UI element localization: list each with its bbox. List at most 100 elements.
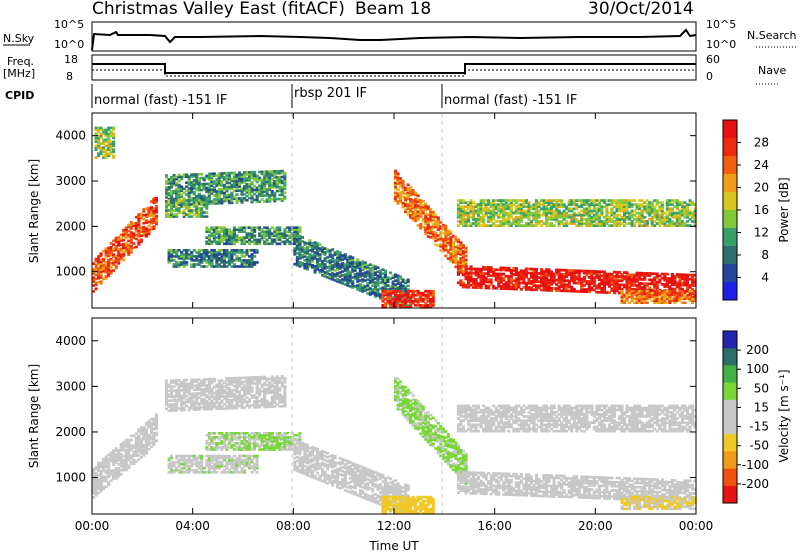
heatmap-cell: [661, 201, 664, 204]
nsky-tick-top: 10^5: [54, 18, 84, 31]
nsky-panel: N.Sky 10^5 10^0 10^5 10^0 N.Search: [3, 18, 797, 51]
heatmap-cell: [256, 261, 259, 264]
heatmap-cell: [376, 266, 379, 269]
heatmap-cell: [364, 261, 367, 264]
heatmap-cell: [465, 255, 468, 258]
heatmap-cell: [394, 170, 397, 173]
heatmap-cell: [155, 440, 158, 443]
heatmap-cell: [356, 258, 359, 261]
beam-label: Beam 18: [355, 0, 431, 19]
heatmap-cell: [643, 216, 646, 219]
heatmap-cell: [253, 171, 256, 174]
cpid-segment-label: normal (fast) -151 IF: [94, 93, 227, 108]
cpid-segment-label: rbsp 201 IF: [294, 86, 367, 101]
y-tick-label: 4000: [55, 129, 86, 143]
heatmap-cell: [351, 256, 354, 259]
heatmap-cell: [283, 192, 286, 195]
heatmap-cell: [424, 203, 427, 206]
heatmap-cell: [112, 148, 115, 151]
heatmap-cell: [407, 285, 410, 288]
heatmap-cell: [165, 380, 168, 383]
heatmap-cell: [319, 243, 322, 246]
y-tick-label: 1000: [55, 265, 86, 279]
heatmap-cell: [155, 197, 158, 200]
y-tick-label: 3000: [55, 174, 86, 188]
heatmap-cell: [465, 259, 468, 262]
heatmap-cell: [459, 241, 462, 244]
figure-title: Christmas Valley East (fitACF): [92, 0, 345, 19]
heatmap-cell: [417, 195, 420, 198]
heatmap-cell: [298, 226, 301, 229]
freq-tick-bottom: 8: [66, 70, 73, 83]
heatmap-cell: [419, 223, 422, 226]
heatmap-cell: [95, 288, 98, 291]
velocity-panel: 1000200030004000 00:00 04:00 08:00 12:00 16:…: [27, 318, 713, 553]
heatmap-cell: [515, 267, 518, 270]
heatmap-cell: [621, 290, 624, 293]
heatmap-cell: [434, 214, 437, 217]
heatmap-cell: [409, 186, 412, 189]
rti-figure: Christmas Valley East (fitACF) Beam 18 3…: [0, 0, 800, 554]
y-tick-label: 2000: [55, 219, 86, 233]
nave-tick-top: 60: [706, 53, 720, 66]
heatmap-cell: [185, 261, 188, 264]
heatmap-cell: [112, 127, 115, 130]
heatmap-cell: [205, 211, 208, 214]
heatmap-cell: [155, 215, 158, 218]
heatmap-cell: [457, 239, 460, 242]
heatmap-cell: [155, 432, 158, 435]
nave-tick-bottom: 0: [706, 70, 713, 83]
heatmap-cell: [432, 211, 435, 214]
heatmap-cell: [444, 225, 447, 228]
heatmap-cell: [351, 280, 354, 283]
heatmap-cell: [331, 248, 334, 251]
heatmap-cell: [132, 242, 135, 245]
heatmap-cell: [439, 221, 442, 224]
heatmap-cell: [185, 379, 188, 382]
heatmap-cell: [152, 225, 155, 228]
heatmap-cell: [553, 224, 556, 227]
date-label: 30/Oct/2014: [588, 0, 694, 19]
heatmap-cell: [235, 193, 238, 196]
heatmap-cell: [205, 199, 208, 202]
heatmap-cell: [412, 189, 415, 192]
heatmap-cell: [130, 439, 133, 442]
heatmap-cell: [399, 276, 402, 279]
heatmap-cell: [135, 246, 138, 249]
heatmap-cell: [278, 226, 281, 229]
cpid-label: CPID: [5, 89, 34, 102]
heatmap-cell: [465, 247, 468, 250]
heatmap-cell: [100, 280, 103, 283]
heatmap-cell: [205, 215, 208, 218]
freq-unit: [MHz]: [3, 67, 35, 80]
heatmap-cell: [200, 173, 203, 176]
freq-line: [92, 64, 696, 73]
heatmap-cell: [389, 272, 392, 275]
nsky-line: [92, 30, 696, 50]
heatmap-cell: [253, 255, 256, 258]
heatmap-cell: [301, 236, 304, 239]
heatmap-cell: [308, 239, 311, 242]
cpid-row: CPID normal (fast) -151 IF rbsp 201 IF n…: [5, 84, 577, 108]
heatmap-cell: [490, 279, 493, 282]
freq-panel: Freq. [MHz] 18 8 60 0 Nave: [3, 53, 786, 84]
nave-label: Nave: [758, 64, 786, 77]
heatmap-cell: [102, 258, 105, 261]
heatmap-cell: [434, 232, 437, 235]
heatmap-cell: [422, 200, 425, 203]
heatmap-cell: [462, 244, 465, 247]
heatmap-cell: [100, 253, 103, 256]
heatmap-cell: [397, 172, 400, 175]
heatmap-cell: [683, 290, 686, 293]
heatmap-cell: [666, 273, 669, 276]
heatmap-cell: [444, 255, 447, 258]
heatmap-cell: [397, 188, 400, 191]
heatmap-cell: [454, 236, 457, 239]
heatmap-cell: [384, 270, 387, 273]
heatmap-cell: [339, 251, 342, 254]
heatmap-cell: [407, 184, 410, 187]
heatmap-cell: [112, 154, 115, 157]
heatmap-cell: [560, 199, 563, 202]
heatmap-cell: [633, 199, 636, 202]
heatmap-cell: [165, 174, 168, 177]
